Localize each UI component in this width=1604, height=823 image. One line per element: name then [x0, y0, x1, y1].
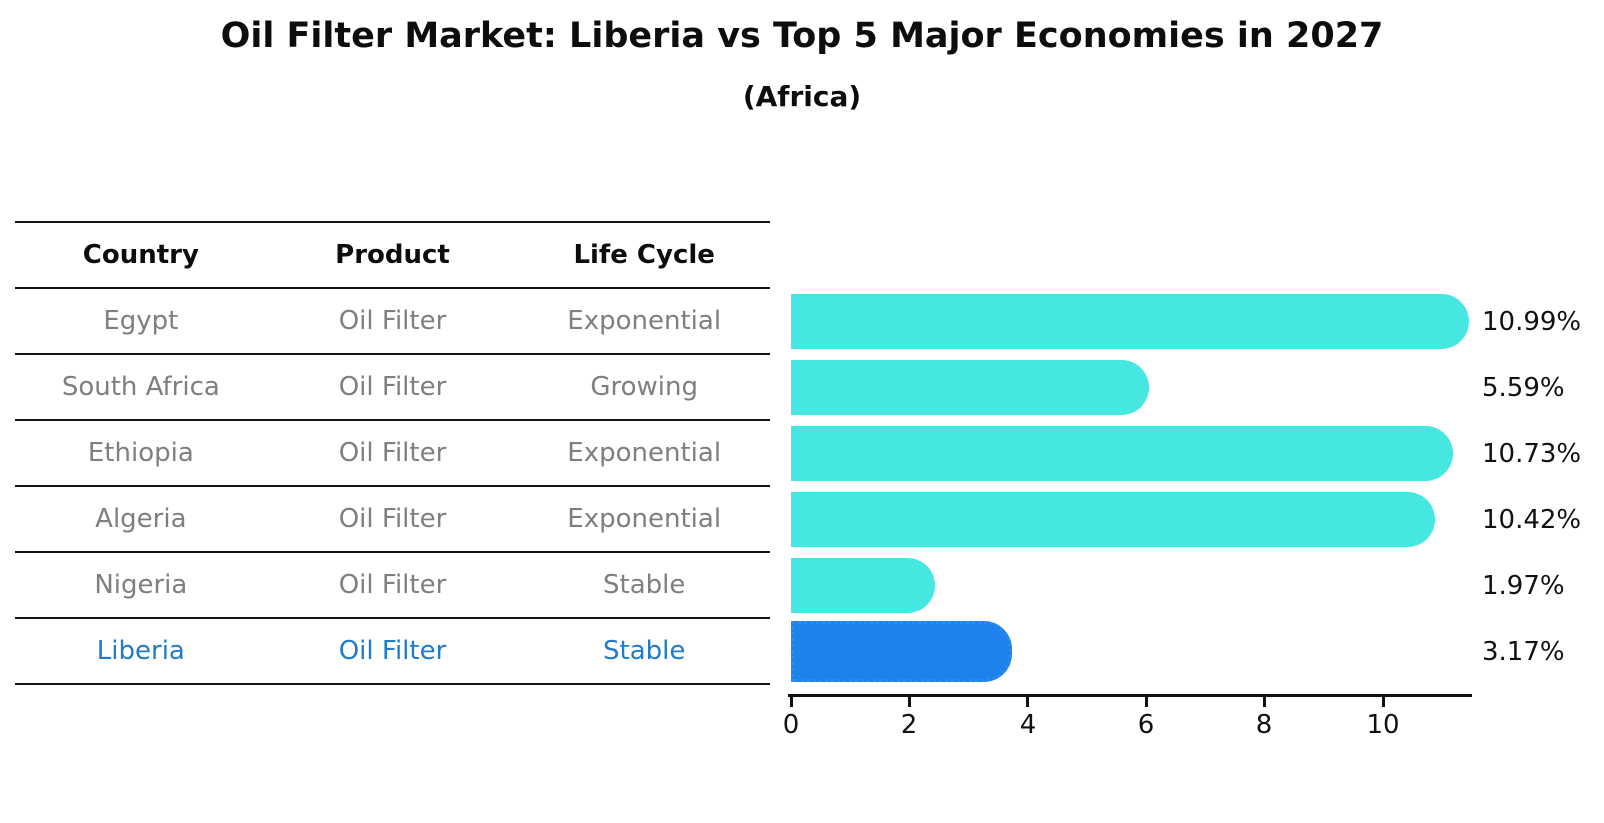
- x-axis-tick-label-0: 0: [782, 710, 800, 740]
- x-axis-tick-label-4: 4: [1019, 710, 1037, 740]
- product-cell: Oil Filter: [338, 372, 447, 402]
- chart-subtitle: (Africa): [742, 80, 862, 113]
- product-cell: Oil Filter: [338, 504, 447, 534]
- bar-algeria: [791, 492, 1435, 547]
- x-axis-tick-10: [1382, 697, 1385, 707]
- x-axis-tick-4: [1026, 697, 1029, 707]
- value-label-nigeria: 1.97%: [1482, 571, 1565, 601]
- value-label-south-africa: 5.59%: [1482, 373, 1565, 403]
- table-row-ethiopia: Ethiopia Oil Filter Exponential: [15, 421, 770, 487]
- x-axis-tick-label-2: 2: [900, 710, 918, 740]
- table-row-south-africa: South Africa Oil Filter Growing: [15, 355, 770, 421]
- bar-ethiopia: [791, 426, 1454, 481]
- bar-nigeria: [791, 558, 935, 613]
- life-cycle-cell: Growing: [590, 372, 698, 402]
- x-axis-tick-label-10: 10: [1366, 710, 1400, 740]
- value-label-egypt: 10.99%: [1482, 307, 1582, 337]
- table-row-nigeria: Nigeria Oil Filter Stable: [15, 553, 770, 619]
- life-cycle-cell: Stable: [603, 570, 686, 600]
- life-cycle-cell: Exponential: [567, 504, 722, 534]
- x-axis-tick-2: [908, 697, 911, 707]
- column-header-country: Country: [82, 240, 199, 270]
- table-row-liberia: Liberia Oil Filter Stable: [15, 619, 770, 685]
- country-cell: Nigeria: [94, 570, 188, 600]
- table-header-row: Country Product Life Cycle: [15, 223, 770, 289]
- chart-title: Oil Filter Market: Liberia vs Top 5 Majo…: [220, 16, 1384, 56]
- country-cell: Algeria: [95, 504, 187, 534]
- x-axis-line: [788, 694, 1472, 697]
- bar-liberia: [791, 621, 1012, 682]
- bar-egypt: [791, 294, 1469, 349]
- country-cell: Liberia: [96, 636, 185, 666]
- value-label-liberia: 3.17%: [1482, 637, 1565, 667]
- x-axis-tick-label-6: 6: [1137, 710, 1155, 740]
- table-row-algeria: Algeria Oil Filter Exponential: [15, 487, 770, 553]
- column-header-product: Product: [335, 240, 450, 270]
- value-label-ethiopia: 10.73%: [1482, 439, 1582, 469]
- x-axis-tick-8: [1263, 697, 1266, 707]
- country-cell: Egypt: [103, 306, 179, 336]
- country-cell: Ethiopia: [87, 438, 194, 468]
- product-cell: Oil Filter: [338, 438, 447, 468]
- value-label-algeria: 10.42%: [1482, 505, 1582, 535]
- x-axis-tick-label-8: 8: [1255, 710, 1273, 740]
- bar-south-africa: [791, 360, 1149, 415]
- product-cell: Oil Filter: [338, 570, 447, 600]
- product-cell: Oil Filter: [338, 306, 447, 336]
- life-cycle-cell: Exponential: [567, 438, 722, 468]
- x-axis-tick-6: [1145, 697, 1148, 707]
- life-cycle-cell: Exponential: [567, 306, 722, 336]
- country-table: Country Product Life Cycle Egypt Oil Fil…: [15, 221, 770, 685]
- column-header-life-cycle: Life Cycle: [573, 240, 715, 270]
- product-cell: Oil Filter: [338, 636, 447, 666]
- x-axis-tick-0: [790, 697, 793, 707]
- table-row-egypt: Egypt Oil Filter Exponential: [15, 289, 770, 355]
- life-cycle-cell: Stable: [603, 636, 686, 666]
- country-cell: South Africa: [61, 372, 220, 402]
